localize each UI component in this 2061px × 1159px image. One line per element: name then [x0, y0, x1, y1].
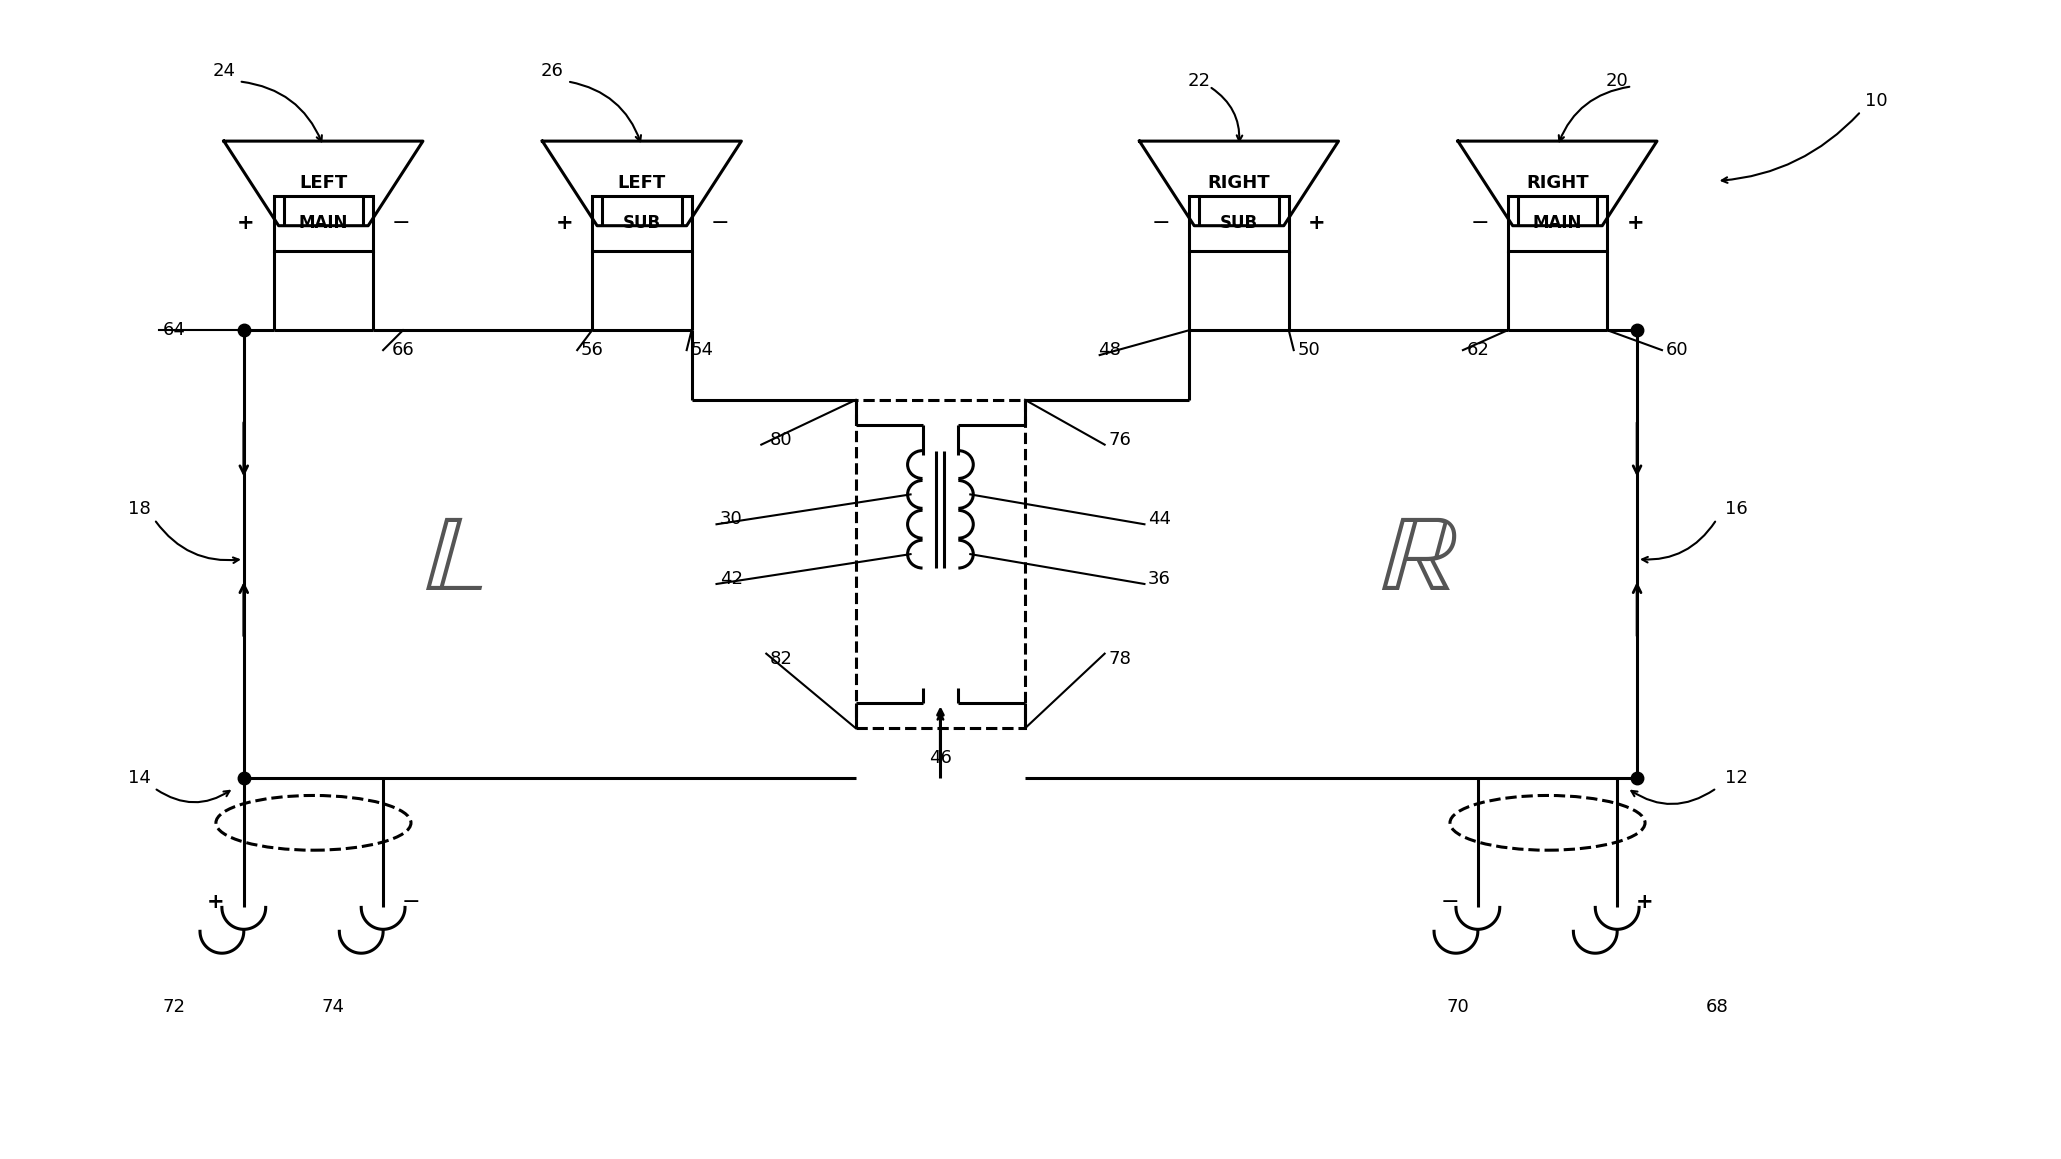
Text: 14: 14 — [128, 770, 150, 787]
Bar — [592, 196, 692, 250]
Text: 20: 20 — [1606, 72, 1628, 90]
Text: 12: 12 — [1725, 770, 1748, 787]
Text: 30: 30 — [719, 510, 742, 529]
Text: 16: 16 — [1725, 501, 1748, 518]
Polygon shape — [1457, 141, 1657, 226]
Text: 74: 74 — [322, 998, 344, 1016]
Text: +: + — [1309, 213, 1325, 233]
Text: 26: 26 — [540, 63, 565, 80]
Text: +: + — [237, 213, 256, 233]
Text: 70: 70 — [1447, 998, 1469, 1016]
Text: −: − — [402, 892, 420, 912]
Text: 60: 60 — [1665, 341, 1688, 359]
Text: 42: 42 — [719, 570, 742, 588]
Ellipse shape — [1451, 795, 1645, 851]
Text: 56: 56 — [581, 341, 604, 359]
Text: 54: 54 — [690, 341, 713, 359]
Text: 36: 36 — [1148, 570, 1171, 588]
Text: −: − — [1152, 213, 1171, 233]
Ellipse shape — [216, 795, 410, 851]
Bar — [1509, 196, 1608, 250]
Text: $\mathbb{L}$: $\mathbb{L}$ — [423, 505, 482, 613]
Bar — [1189, 196, 1288, 250]
Text: $\mathbb{R}$: $\mathbb{R}$ — [1379, 505, 1457, 613]
Text: 80: 80 — [771, 431, 793, 449]
Text: 24: 24 — [212, 63, 235, 80]
Text: MAIN: MAIN — [299, 214, 348, 232]
Text: SUB: SUB — [622, 214, 662, 232]
Text: RIGHT: RIGHT — [1208, 174, 1270, 192]
Text: 62: 62 — [1467, 341, 1490, 359]
Text: −: − — [392, 213, 410, 233]
Text: 78: 78 — [1109, 649, 1131, 668]
Text: SUB: SUB — [1220, 214, 1257, 232]
Text: 48: 48 — [1099, 341, 1121, 359]
Text: MAIN: MAIN — [1533, 214, 1583, 232]
Polygon shape — [225, 141, 423, 226]
Text: LEFT: LEFT — [299, 174, 348, 192]
Text: 68: 68 — [1704, 998, 1727, 1016]
Text: −: − — [711, 213, 730, 233]
Text: +: + — [1626, 213, 1645, 233]
Polygon shape — [1140, 141, 1338, 226]
Text: −: − — [1469, 213, 1490, 233]
Text: 82: 82 — [769, 649, 793, 668]
Text: +: + — [206, 892, 225, 912]
Text: −: − — [1441, 892, 1459, 912]
Text: 10: 10 — [1865, 93, 1888, 110]
Text: 66: 66 — [392, 341, 414, 359]
Bar — [274, 196, 373, 250]
Text: 76: 76 — [1109, 431, 1131, 449]
Text: 18: 18 — [128, 501, 150, 518]
Text: 46: 46 — [930, 749, 952, 767]
Text: 22: 22 — [1187, 72, 1210, 90]
Bar — [855, 400, 1024, 728]
Text: 72: 72 — [163, 998, 185, 1016]
Text: 50: 50 — [1296, 341, 1319, 359]
Text: RIGHT: RIGHT — [1525, 174, 1589, 192]
Text: 44: 44 — [1148, 510, 1171, 529]
Polygon shape — [542, 141, 742, 226]
Text: +: + — [554, 213, 573, 233]
Text: LEFT: LEFT — [618, 174, 666, 192]
Text: +: + — [1636, 892, 1653, 912]
Text: 64: 64 — [163, 321, 185, 340]
